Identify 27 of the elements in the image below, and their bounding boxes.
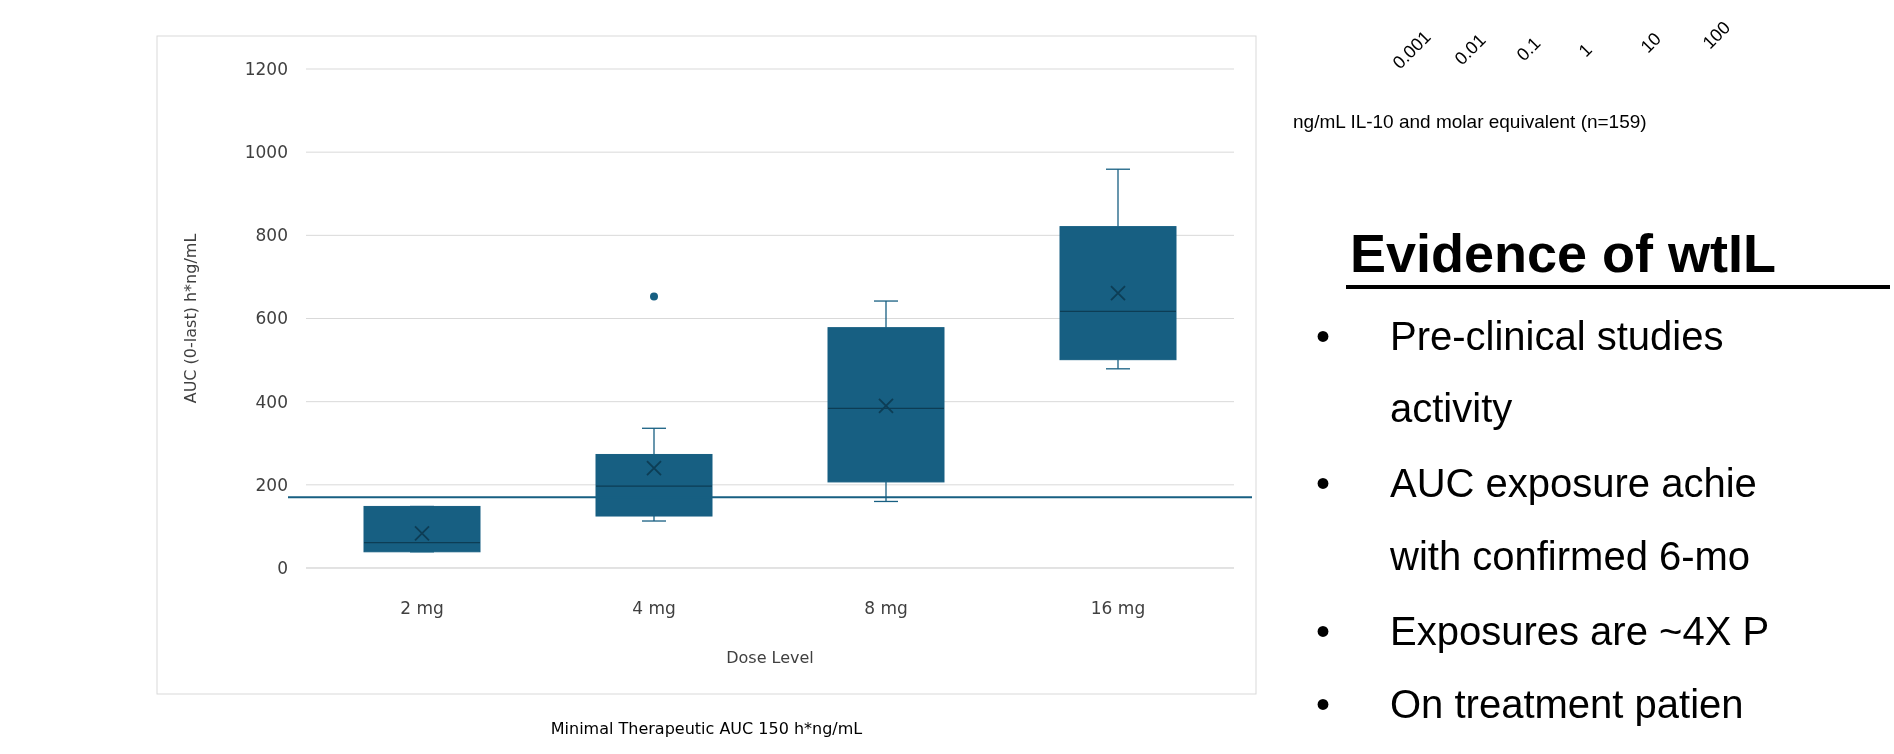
y-tick-label: 1200 [244, 58, 288, 79]
text: with confirmed 6-mo [1389, 534, 1751, 578]
y-tick-label: 800 [255, 225, 288, 246]
x-tick-label: 8 mg [864, 597, 908, 618]
text: • AUC exposure achie [1316, 461, 1757, 505]
text: • Exposures are ~4X P [1316, 609, 1770, 653]
x-tick-label: 2 mg [400, 597, 444, 618]
x-tick-label: 16 mg [1090, 597, 1146, 618]
y-axis-title: AUC (0-last) h*ng/mL [181, 233, 200, 404]
text: 0.01 [1450, 29, 1490, 69]
text: 1 [1574, 39, 1596, 61]
y-tick-label: 200 [255, 474, 288, 495]
x-axis-title: Dose Level [726, 648, 814, 667]
text: activity [1390, 386, 1513, 430]
y-tick-label: 600 [255, 308, 288, 329]
text: 0.1 [1512, 32, 1545, 65]
y-tick-label: 0 [277, 557, 288, 578]
text: 10 [1636, 28, 1665, 57]
text: ng/mL IL-10 and molar equivalent (n=159) [1293, 111, 1647, 132]
text: • On treatment patien [1316, 682, 1744, 726]
y-tick-label: 400 [255, 391, 288, 412]
text: 100 [1698, 17, 1735, 53]
text: Evidence of wtIL [1350, 223, 1777, 283]
text: Minimal Therapeutic AUC 150 h*ng/mL [550, 719, 863, 738]
y-tick-label: 1000 [244, 142, 288, 163]
x-tick-label: 4 mg [632, 597, 676, 618]
text: • Pre-clinical studies [1316, 314, 1724, 358]
